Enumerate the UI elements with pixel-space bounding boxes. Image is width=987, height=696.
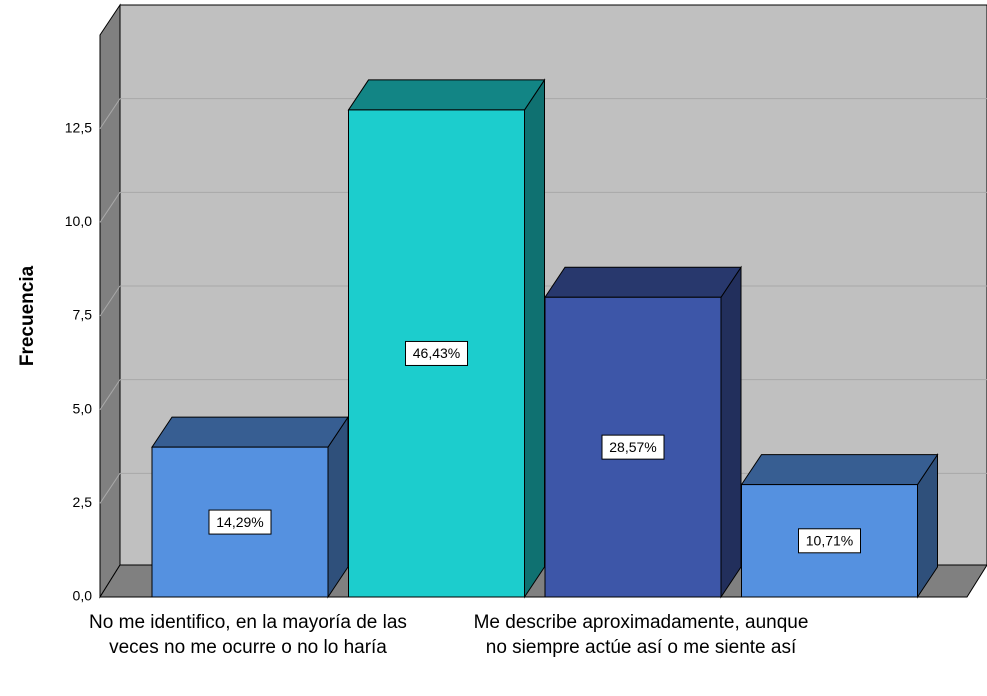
bar-top — [544, 266, 742, 298]
grid-line — [99, 473, 121, 504]
value-label: 28,57% — [609, 439, 656, 455]
grid-line — [99, 285, 121, 317]
y-axis-label: Frecuencia — [17, 265, 38, 366]
y-tick-label: 5,0 — [73, 400, 93, 416]
value-label: 46,43% — [413, 345, 460, 361]
y-tick-label: 7,5 — [73, 307, 93, 323]
bar-top — [151, 416, 349, 448]
y-tick-label: 12,5 — [65, 119, 92, 135]
x-tick-label: Me describe aproximadamente, aunque no s… — [473, 612, 809, 658]
x-tick-label: No me identifico, en la mayoría de las v… — [89, 612, 407, 658]
grid-line — [99, 192, 121, 223]
bar-top — [347, 79, 546, 111]
bar-side — [327, 415, 349, 599]
grid-line — [99, 98, 121, 129]
value-label-box — [208, 509, 272, 535]
bar-side — [720, 265, 742, 599]
y-tick-label: 2,5 — [73, 494, 93, 510]
value-label: 14,29% — [216, 514, 263, 530]
value-label-box — [405, 340, 468, 366]
value-label-box — [798, 528, 861, 554]
bar-top — [740, 454, 939, 486]
y-tick-label: 0,0 — [73, 588, 93, 604]
value-label-box — [601, 434, 665, 460]
value-label: 10,71% — [806, 533, 853, 549]
grid-line — [99, 379, 121, 410]
bar-side — [524, 78, 545, 599]
y-tick-label: 10,0 — [65, 213, 92, 229]
